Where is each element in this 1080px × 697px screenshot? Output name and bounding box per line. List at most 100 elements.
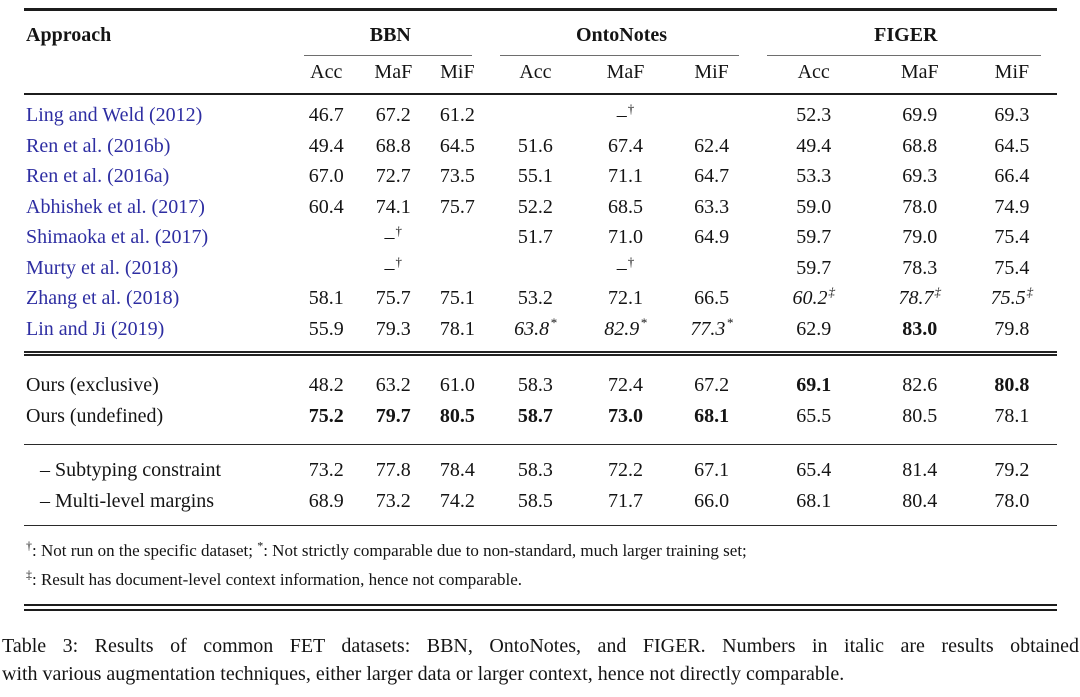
table-row: Murty et al. (2018) –† –† 59.7 78.3 75.4 (24, 253, 1057, 284)
citation-link[interactable]: Abhishek et al. (2017) (26, 195, 205, 218)
value-cell: 66.5 (669, 283, 755, 314)
value-cell: 46.7 (292, 94, 360, 131)
value-cell: 75.4 (967, 253, 1057, 284)
value-cell (488, 253, 582, 284)
citation-link[interactable]: Murty et al. (2018) (26, 256, 179, 279)
value-text: 78.1 (439, 317, 475, 340)
value-text: 73.0 (608, 404, 643, 427)
value-text: 64.9 (694, 226, 730, 248)
value-cell: 59.7 (755, 253, 873, 284)
value-cell: 63.3 (669, 192, 755, 223)
value-text: 51.6 (517, 134, 553, 157)
cmidrule-bbn (304, 55, 473, 56)
value-cell: 73.2 (292, 445, 360, 486)
value-cell: 80.8 (967, 354, 1057, 401)
value-text: 62.4 (694, 134, 730, 157)
table-row: Ren et al. (2016b) 49.4 68.8 64.5 51.6 67.4 62… (24, 131, 1057, 162)
metric-header-ontonotes-acc: Acc (488, 56, 583, 95)
table-caption: Table 3: Results of common FET datasets:… (2, 632, 1079, 688)
superscript-marker: † (627, 101, 635, 117)
value-text: 73.2 (308, 459, 344, 481)
value-text: 72.1 (608, 287, 643, 309)
value-cell: 80.5 (426, 400, 489, 445)
value-cell: 68.8 (873, 131, 967, 162)
value-cell (426, 253, 488, 284)
citation-link[interactable]: Zhang et al. (2018) (26, 287, 180, 309)
value-cell: 68.1 (668, 400, 755, 445)
value-text: 75.5 (990, 287, 1026, 309)
superscript-marker: * (550, 314, 557, 330)
value-cell: 72.7 (360, 161, 426, 192)
value-text: 72.4 (608, 374, 643, 396)
value-cell: 66.0 (668, 485, 755, 526)
approach-cell: – Multi-level margins (24, 485, 293, 526)
footnote-text: : Result has document-level context info… (32, 570, 523, 589)
value-cell: 69.9 (873, 94, 967, 131)
cmidrule-ontonotes (500, 55, 739, 56)
value-cell: 74.1 (360, 192, 426, 223)
value-cell: 73.2 (360, 485, 427, 526)
value-cell: 71.7 (582, 485, 669, 526)
value-text: 79.2 (994, 459, 1030, 481)
value-text: 55.9 (308, 317, 344, 340)
value-cell: 64.9 (669, 222, 755, 253)
citation-link[interactable]: Lin and Ji (2019) (24, 313, 293, 356)
value-text: 82.6 (902, 374, 938, 396)
value-cell: –† (582, 253, 668, 284)
value-text: 79.0 (902, 226, 938, 248)
value-cell: 67.2 (669, 354, 755, 401)
column-header-approach: Approach (24, 11, 293, 95)
value-cell: 72.2 (582, 445, 668, 486)
value-cell: 80.5 (872, 400, 967, 445)
value-cell: 82.9* (582, 313, 669, 356)
metric-header-figer-maf: MaF (872, 56, 967, 95)
citation-link[interactable]: Shimaoka et al. (2017) (26, 226, 209, 248)
value-text: 66.5 (694, 287, 730, 309)
value-text: 66.0 (694, 489, 730, 512)
value-cell: 64.5 (967, 131, 1057, 162)
value-cell: 79.3 (360, 313, 427, 356)
value-cell: 69.3 (873, 161, 967, 192)
value-text: 80.8 (994, 374, 1030, 396)
superscript-marker: * (726, 314, 733, 330)
value-text: 75.7 (375, 287, 411, 309)
citation-link[interactable]: Ling and Weld (2012) (26, 104, 203, 126)
group-header-bbn: BBN (292, 11, 488, 56)
citation-link[interactable]: Ren et al. (2016b) (26, 134, 171, 157)
value-cell: 58.5 (488, 485, 583, 526)
value-cell: 59.7 (755, 222, 873, 253)
value-cell: 75.5‡ (967, 283, 1057, 314)
value-cell: 78.4 (426, 445, 488, 486)
value-text: 58.3 (517, 459, 553, 481)
value-cell: 74.9 (967, 192, 1057, 223)
value-text: 68.5 (608, 195, 643, 218)
value-cell (292, 222, 360, 253)
value-text: – (384, 256, 395, 279)
footnote-line: ‡: Result has document-level context inf… (26, 565, 1055, 594)
value-text: – (616, 256, 627, 279)
caption-line-2: with various augmentation techniques, ei… (2, 663, 845, 685)
table-row: – Multi-level margins 68.9 73.2 74.2 58.5 71.… (24, 485, 1057, 526)
citation-link[interactable]: Ren et al. (2016a) (26, 165, 170, 187)
value-text: 79.8 (994, 317, 1030, 340)
value-text: 51.7 (517, 226, 553, 248)
metric-header-row: Acc MaF MiF Acc MaF MiF Acc MaF MiF (24, 56, 1057, 95)
value-text: 52.2 (517, 195, 553, 218)
value-text: 79.7 (375, 404, 411, 427)
superscript-marker: * (640, 314, 647, 330)
value-cell: 58.7 (488, 400, 583, 445)
value-text: 73.5 (439, 165, 475, 187)
value-text: 78.7 (898, 287, 934, 309)
value-text: 80.4 (902, 489, 938, 512)
footnote-marker: † (26, 538, 32, 553)
value-cell: 77.8 (360, 445, 426, 486)
value-cell: 78.0 (966, 485, 1057, 526)
table-row: – Subtyping constraint 73.2 77.8 78.4 58.3 72… (24, 445, 1057, 486)
value-text: 66.4 (994, 165, 1030, 187)
table-row: Zhang et al. (2018) 58.1 75.7 75.1 53.2 72.1 6… (24, 283, 1057, 314)
value-text: 67.2 (375, 104, 411, 126)
paper-page: Approach BBN OntoNotes FIGER Ac (0, 8, 1080, 697)
metric-header-figer-mif: MiF (966, 56, 1057, 95)
value-cell: 53.3 (755, 161, 873, 192)
value-cell: 61.2 (426, 94, 488, 131)
